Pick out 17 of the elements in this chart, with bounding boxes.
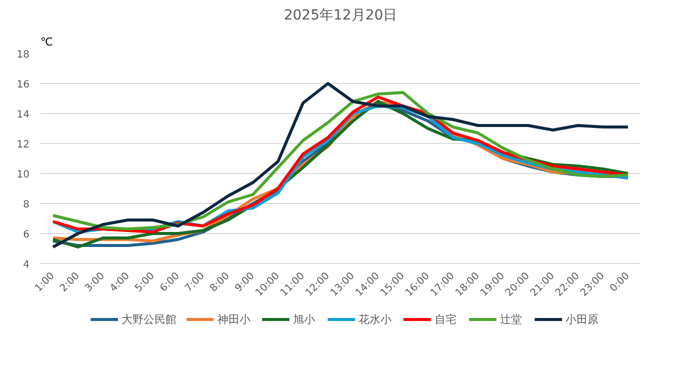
chart-title: 2025年12月20日 bbox=[284, 8, 398, 24]
legend-label: 花水小 bbox=[358, 313, 392, 326]
y-tick-label: 12 bbox=[16, 140, 30, 150]
legend-label: 小田原 bbox=[566, 313, 599, 326]
y-tick-label: 18 bbox=[16, 50, 30, 60]
y-tick-label: 8 bbox=[23, 200, 30, 210]
y-tick-label: 6 bbox=[23, 230, 30, 240]
legend-label: 自宅 bbox=[434, 313, 456, 326]
y-tick-label: 10 bbox=[16, 170, 30, 180]
legend-label: 神田小 bbox=[217, 313, 250, 326]
legend-label: 大野公民館 bbox=[122, 313, 177, 326]
y-tick-label: 16 bbox=[16, 80, 30, 90]
y-tick-label: 14 bbox=[16, 110, 30, 120]
legend-label: 辻堂 bbox=[500, 313, 522, 326]
y-axis-title: ℃ bbox=[40, 36, 53, 48]
legend-label: 旭小 bbox=[293, 313, 316, 326]
y-tick-label: 4 bbox=[23, 260, 30, 270]
